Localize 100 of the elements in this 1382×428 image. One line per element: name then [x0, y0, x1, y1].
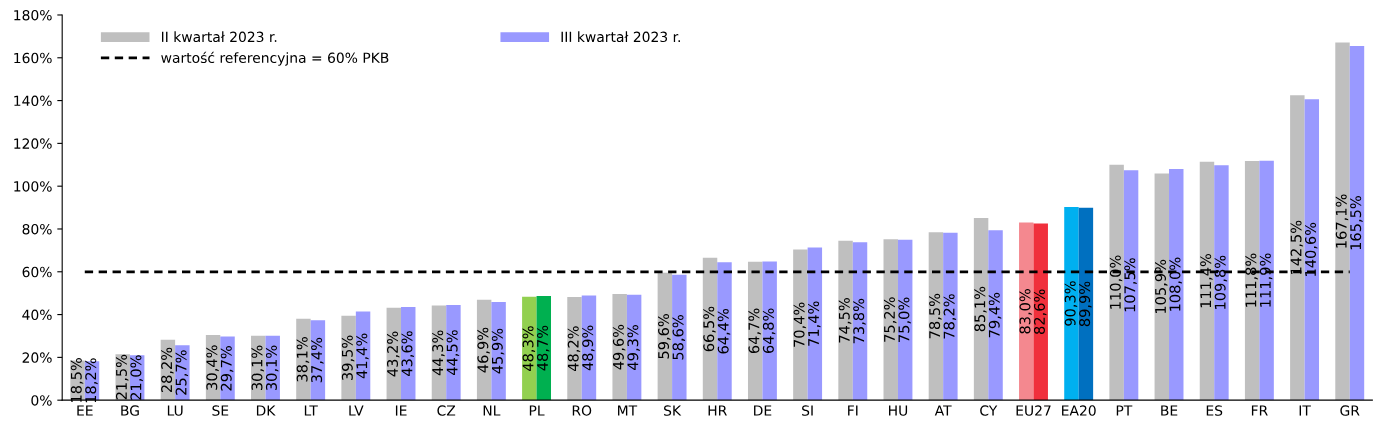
data-label: 83,0%	[1019, 289, 1032, 334]
x-tick-label: MT	[618, 405, 638, 416]
y-tick-label: 0%	[31, 395, 52, 406]
data-label: 44,5%	[446, 330, 460, 376]
y-tick-label: 60%	[22, 266, 52, 278]
data-label: 78,2%	[943, 294, 957, 339]
data-label: 142,5%	[1290, 220, 1304, 274]
data-label: 29,7%	[220, 346, 234, 391]
data-label: 110,0%	[1109, 255, 1123, 309]
x-tick-label: BE	[1161, 405, 1178, 416]
data-label: 64,4%	[717, 308, 731, 354]
data-label: 58,6%	[672, 315, 686, 360]
data-label: 167,1%	[1335, 194, 1349, 248]
bar	[1109, 164, 1124, 401]
x-tick-label: FR	[1251, 405, 1268, 416]
data-label: 71,4%	[808, 301, 821, 346]
x-tick-label: SI	[802, 405, 813, 416]
bar	[928, 232, 944, 401]
data-label: 70,4%	[793, 302, 807, 347]
data-label: 25,7%	[175, 350, 189, 395]
data-label: 108,0%	[1169, 257, 1182, 311]
bar	[807, 247, 823, 401]
data-label: 30,1%	[265, 345, 279, 391]
data-label: 18,2%	[85, 358, 98, 403]
data-label: 75,0%	[898, 297, 911, 342]
x-tick-label: CY	[980, 405, 998, 416]
x-tick-label: AT	[934, 405, 952, 416]
bar	[717, 262, 732, 401]
y-tick-label: 180%	[14, 9, 52, 21]
y-tick-label: 140%	[14, 95, 52, 107]
x-tick-label: RO	[572, 405, 592, 416]
data-label: 28,2%	[161, 347, 174, 393]
bar	[1123, 170, 1139, 401]
y-tick-label: 40%	[22, 309, 52, 321]
data-label: 59,6%	[658, 314, 671, 359]
bar	[567, 297, 582, 401]
data-label: 89,9%	[1079, 281, 1092, 327]
x-tick-label: LT	[304, 405, 318, 416]
x-tick-label: PL	[529, 405, 545, 416]
bar	[1335, 42, 1350, 401]
data-label: 21,5%	[115, 354, 129, 400]
x-tick-label: HU	[889, 405, 908, 416]
data-label: 44,3%	[432, 330, 445, 376]
x-tick-label: DE	[754, 405, 772, 416]
data-label: 64,8%	[762, 308, 776, 353]
bar	[762, 261, 777, 401]
x-tick-label: IT	[1299, 405, 1311, 416]
data-label: 48,2%	[567, 326, 581, 372]
x-tick-label: IE	[395, 405, 407, 416]
data-label: 79,4%	[988, 292, 1002, 338]
data-label: 85,1%	[974, 286, 987, 332]
bar	[988, 230, 1003, 401]
data-label: 48,9%	[582, 325, 595, 371]
data-label: 48,7%	[536, 325, 550, 371]
data-label: 37,4%	[311, 337, 324, 383]
legend-label: II kwartał 2023 r.	[161, 31, 277, 43]
data-label: 21,0%	[130, 355, 143, 400]
bar	[1033, 223, 1048, 401]
y-tick-label: 80%	[22, 223, 52, 235]
bar	[1064, 206, 1079, 401]
x-tick-label: SK	[664, 405, 682, 416]
bar	[1199, 161, 1215, 401]
data-label: 30,1%	[251, 345, 264, 391]
bar	[1349, 46, 1365, 401]
x-tick-label: FI	[848, 405, 858, 416]
bar	[1154, 173, 1170, 401]
data-label: 18,5%	[70, 358, 84, 402]
y-tick-label: 20%	[22, 352, 52, 363]
data-label: 49,3%	[627, 325, 640, 370]
x-tick-label: LU	[167, 405, 183, 416]
bar	[1019, 222, 1034, 401]
x-tick-label: SE	[212, 405, 229, 416]
bar	[973, 218, 989, 401]
data-label: 48,3%	[522, 326, 536, 371]
data-label: 38,1%	[296, 337, 310, 382]
x-tick-label: NL	[483, 405, 501, 416]
bar	[1214, 165, 1229, 401]
bar	[1169, 169, 1184, 401]
data-label: 73,8%	[853, 298, 866, 344]
bar	[491, 301, 506, 401]
data-label: 45,9%	[491, 328, 505, 374]
data-label: 90,3%	[1064, 281, 1078, 326]
bar	[341, 315, 356, 401]
data-label: 39,5%	[341, 335, 355, 380]
y-tick-label: 160%	[14, 52, 52, 64]
data-label: 105,9%	[1155, 259, 1168, 314]
y-tick-label: 120%	[14, 138, 52, 149]
x-tick-label: EA20	[1062, 405, 1096, 416]
bar	[612, 294, 627, 401]
data-label: 111,8%	[1245, 253, 1258, 307]
x-tick-label: GR	[1340, 405, 1360, 416]
x-tick-label: LV	[349, 405, 364, 416]
bar	[1290, 95, 1305, 401]
data-label: 165,5%	[1350, 196, 1363, 250]
data-label: 82,6%	[1033, 289, 1047, 334]
bar	[672, 274, 687, 401]
x-tick-label: PT	[1116, 405, 1133, 416]
bar	[446, 304, 461, 401]
data-label: 64,7%	[748, 308, 761, 354]
bar	[296, 318, 311, 401]
